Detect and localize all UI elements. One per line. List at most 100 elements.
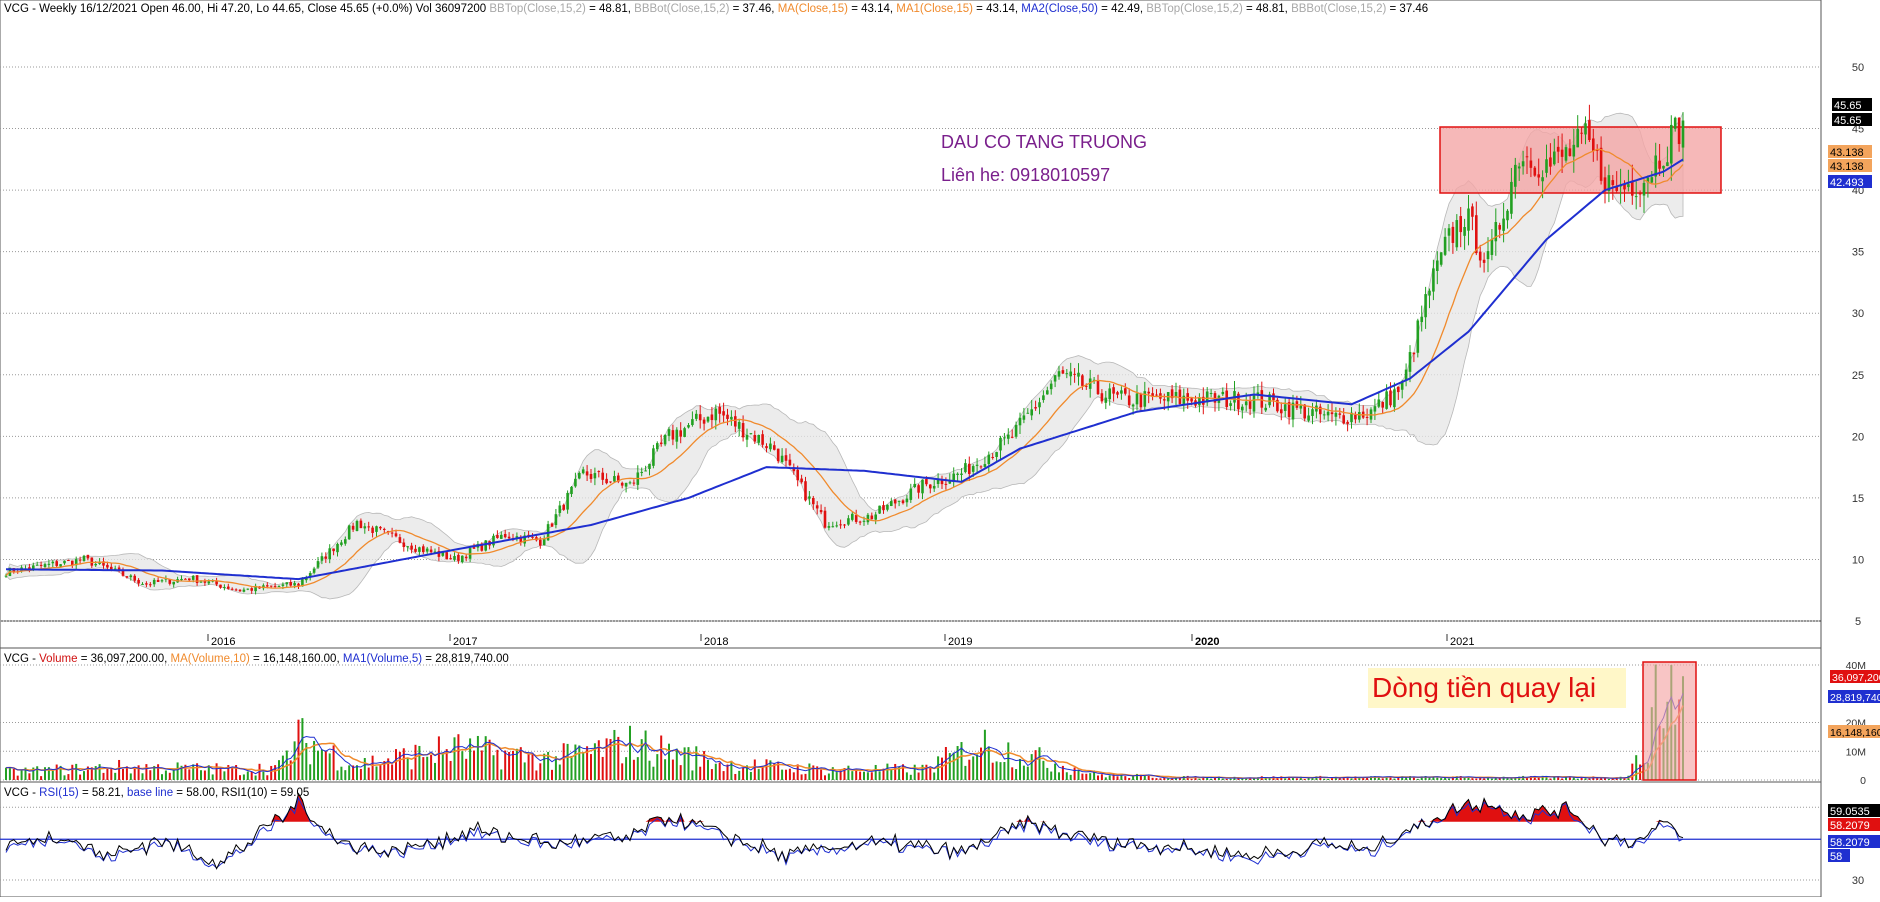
- volume-bar: [1506, 778, 1509, 780]
- candle-body: [913, 483, 916, 488]
- ma50-label-bg: [1828, 175, 1872, 188]
- candle-body: [480, 543, 484, 551]
- candle-body: [1545, 159, 1548, 173]
- volume-bar: [1085, 773, 1088, 780]
- candle-body: [1178, 389, 1182, 404]
- candle-body: [35, 564, 39, 566]
- brand-annotation: DAU CO TANG TRUONG: [941, 132, 1147, 152]
- volume-bar: [219, 767, 222, 780]
- candle-body: [1580, 132, 1583, 134]
- volume-bar: [1557, 776, 1560, 780]
- rsi15-line: [5, 796, 1684, 869]
- candle-body: [566, 492, 569, 510]
- volume-bar: [1377, 776, 1380, 780]
- volume-bar: [1420, 776, 1423, 780]
- candle-body: [429, 549, 433, 553]
- volume-bar: [473, 750, 475, 780]
- candle-body: [1595, 149, 1599, 151]
- candle-body: [948, 480, 952, 484]
- candle-body: [1190, 398, 1193, 402]
- volume-bar: [1635, 755, 1638, 780]
- candle-body: [761, 434, 764, 445]
- volume-bar: [1073, 767, 1076, 780]
- volume-bar: [391, 764, 394, 780]
- header-indicator-value: = 58.21,: [79, 787, 124, 799]
- candle-body: [1085, 385, 1088, 387]
- candle-body: [714, 408, 718, 421]
- rsi-last-value-labels: 59.0535 58.2079 58.2079 58: [1828, 804, 1880, 863]
- price-y-tick: 35: [1852, 247, 1864, 259]
- volume-bar: [1136, 773, 1138, 780]
- candle-body: [808, 496, 811, 499]
- candle-body: [375, 526, 378, 532]
- candle-body: [640, 471, 643, 473]
- candle-body: [1584, 123, 1587, 135]
- candle-body: [254, 585, 257, 592]
- volume-bar: [1366, 777, 1369, 780]
- candle-body: [893, 499, 897, 504]
- price-y-tick: 50: [1852, 62, 1864, 74]
- volume-bar: [905, 772, 908, 780]
- candle-body: [975, 464, 979, 466]
- volume-bar: [352, 765, 355, 780]
- candle-body: [223, 587, 226, 589]
- candle-body: [1564, 147, 1568, 161]
- candle-body: [609, 481, 612, 483]
- candle-body: [55, 561, 58, 566]
- candle-body: [1112, 387, 1115, 394]
- candle-body: [1627, 184, 1630, 188]
- volume-bar: [356, 765, 358, 780]
- candle-body: [1147, 391, 1150, 394]
- candle-body: [718, 406, 721, 414]
- candle-body: [1588, 120, 1591, 140]
- volume-bar: [305, 743, 308, 780]
- candle-body: [901, 500, 905, 504]
- volume-bar: [328, 753, 331, 780]
- candle-body: [492, 535, 495, 546]
- candle-body: [987, 454, 991, 465]
- rsi-c-label-bg: [1828, 835, 1880, 848]
- candle-body: [363, 526, 367, 529]
- candle-body: [137, 579, 140, 584]
- volume-bar: [106, 768, 109, 780]
- x-tick-label: 2021: [1450, 636, 1474, 648]
- candle-body: [605, 478, 608, 484]
- volume-bar: [1596, 777, 1599, 780]
- candle-body: [230, 588, 234, 590]
- candle-body: [753, 435, 757, 442]
- volume-bar: [1046, 767, 1049, 780]
- candle-body: [874, 514, 877, 520]
- volume-bar: [133, 766, 136, 780]
- candle-body: [273, 585, 277, 587]
- header-indicator-name: BBBot(Close,15,2): [1288, 3, 1387, 15]
- candle-body: [968, 463, 971, 474]
- volume-bar: [972, 756, 975, 780]
- candle-body: [1303, 404, 1306, 419]
- volume-bar: [808, 763, 811, 780]
- volume-bar: [125, 766, 128, 780]
- candle-body: [1135, 393, 1139, 405]
- volume-bar: [1385, 776, 1388, 780]
- candle-body: [1416, 320, 1420, 353]
- candle-body: [1681, 120, 1685, 148]
- candle-body: [277, 586, 281, 588]
- volume-bar: [1451, 776, 1454, 780]
- volume-bar: [1128, 777, 1131, 780]
- volume-bar: [344, 770, 347, 780]
- candle-body: [734, 416, 737, 427]
- candle-body: [1174, 391, 1178, 397]
- rsi-y-tick: 30: [1852, 875, 1864, 887]
- volume-bar: [437, 736, 440, 780]
- volume-bar: [239, 775, 241, 780]
- volume-bar: [1249, 777, 1252, 780]
- volume-bar: [792, 772, 795, 780]
- candle-body: [1397, 386, 1400, 393]
- volume-bar: [640, 739, 643, 780]
- candle-body: [854, 515, 858, 522]
- volume-bar: [445, 749, 448, 780]
- candle-body: [1237, 393, 1240, 410]
- volume-bar: [317, 750, 319, 780]
- candle-body: [1241, 406, 1244, 411]
- volume-bar: [995, 761, 998, 780]
- volume-bar: [909, 774, 912, 780]
